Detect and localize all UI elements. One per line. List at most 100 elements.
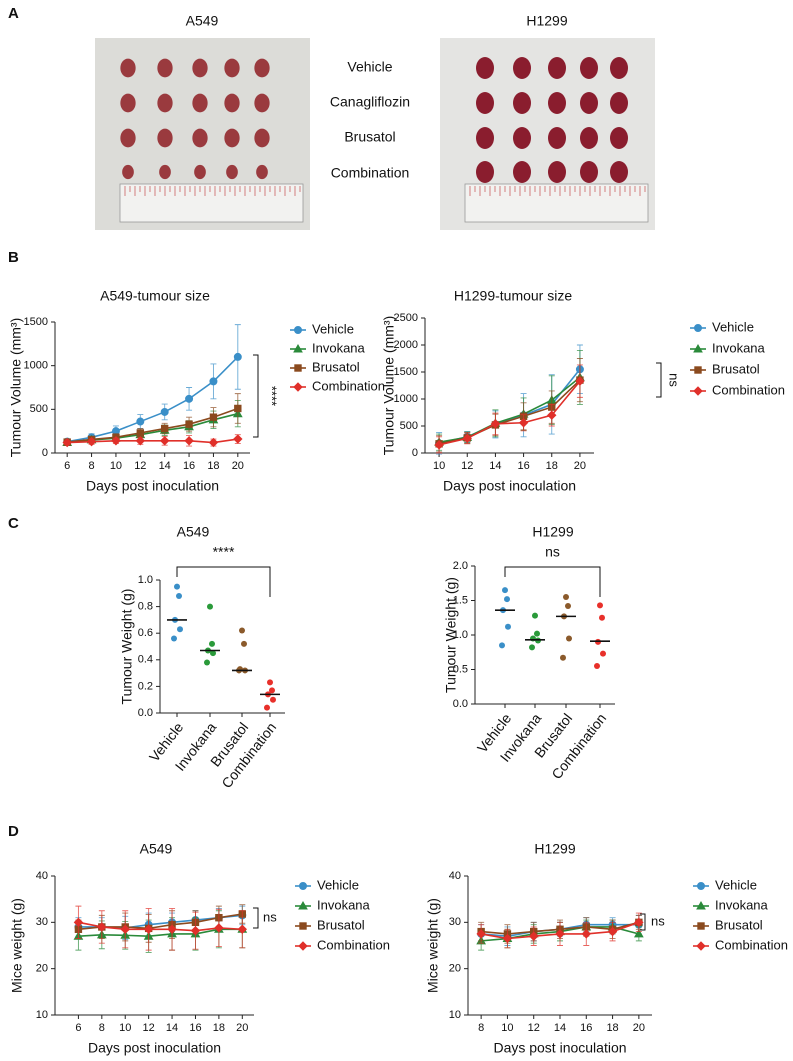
x-tick-label: 14 [159,460,171,472]
series-line [78,928,243,938]
x-tick-label: 20 [574,460,586,472]
legend-marker [696,900,706,910]
y-axis-label: Mice weight (g) [425,898,441,993]
x-tick-label: 12 [528,1022,540,1034]
x-tick-label: 12 [461,460,473,472]
x-tick-label: 16 [517,460,529,472]
x-tick-label: 10 [110,460,122,472]
chart-title: A549 [140,841,173,857]
series-line [67,407,239,443]
legend-label: Brusatol [317,917,365,932]
marker [97,922,107,932]
legend-label: Invokana [317,897,371,912]
tumour [610,92,628,114]
series-line [438,379,581,445]
marker [502,933,513,944]
marker [185,394,194,403]
marker [607,926,618,937]
legend-label: Invokana [715,897,769,912]
data-point [502,587,508,594]
tumour [157,58,173,78]
legend-marker [693,343,703,353]
panel-label: C [8,515,19,532]
tumour [610,127,628,149]
photo-title: H1299 [526,13,567,29]
series-line [67,356,239,443]
legend-label: Combination [317,937,390,952]
data-point [177,626,183,633]
marker [167,924,177,934]
x-tick-label: 18 [606,1022,618,1034]
data-point [563,594,569,601]
marker [234,404,242,413]
y-tick-label: 2.0 [453,560,468,572]
tumour [580,57,598,79]
data-point [171,635,177,642]
y-tick-label: 0.0 [138,707,153,719]
legend-marker [694,324,702,332]
tumour [192,128,208,148]
tumour [580,161,598,183]
marker [462,433,472,444]
legend-marker [693,386,703,396]
data-point [505,623,511,630]
treatment-label: Vehicle [347,59,392,75]
x-tick-label: 20 [633,1022,645,1034]
y-tick-label: 1000 [394,393,418,405]
tumour [610,161,628,183]
x-axis-label: Days post inoculation [443,478,576,494]
data-point [207,603,213,610]
y-tick-label: 500 [30,403,48,415]
data-point [210,650,216,657]
data-point [566,635,572,642]
x-tick-label: 8 [478,1022,484,1034]
tumour [224,93,240,113]
x-axis-label: Days post inoculation [88,1040,221,1056]
tumour [513,92,531,114]
chart-title: H1299 [532,524,573,540]
tumour [224,128,240,148]
data-point [532,612,538,619]
tumour [120,93,136,113]
marker [633,928,644,938]
ruler [464,183,649,223]
y-tick-label: 0.4 [138,654,153,666]
legend-label: Vehicle [712,319,754,334]
tumour [254,58,270,78]
legend-label: Combination [312,378,385,393]
tumour [548,127,566,149]
y-tick-label: 1.5 [453,594,468,606]
data-point [560,654,566,661]
legend-label: Brusatol [712,361,760,376]
tumour [120,58,136,78]
legend-label: Brusatol [312,359,360,374]
significance-label: ns [667,373,682,387]
tumour [610,57,628,79]
tumour [513,161,531,183]
y-tick-label: 10 [449,1009,461,1021]
tumour [226,164,238,180]
y-tick-label: 1000 [24,360,48,372]
treatment-label: Brusatol [344,129,395,145]
x-axis-label: Days post inoculation [86,478,219,494]
y-tick-label: 0.5 [453,663,468,675]
y-tick-label: 40 [36,870,48,882]
marker [160,407,169,416]
marker [209,413,218,421]
data-point [264,704,270,711]
x-tick-label: 12 [134,460,146,472]
marker [73,917,84,928]
tumour [254,128,270,148]
marker [518,418,529,428]
x-tick-label: 18 [207,460,219,472]
legend-label: Vehicle [312,321,354,336]
tumour [513,57,531,79]
significance-bracket [504,566,601,597]
data-point [269,687,275,694]
treatment-label: Canagliflozin [330,94,410,110]
y-tick-label: 1.0 [138,574,153,586]
panel-label: B [8,249,19,266]
y-tick-label: 20 [36,963,48,975]
data-point [565,603,571,610]
marker [214,923,224,933]
